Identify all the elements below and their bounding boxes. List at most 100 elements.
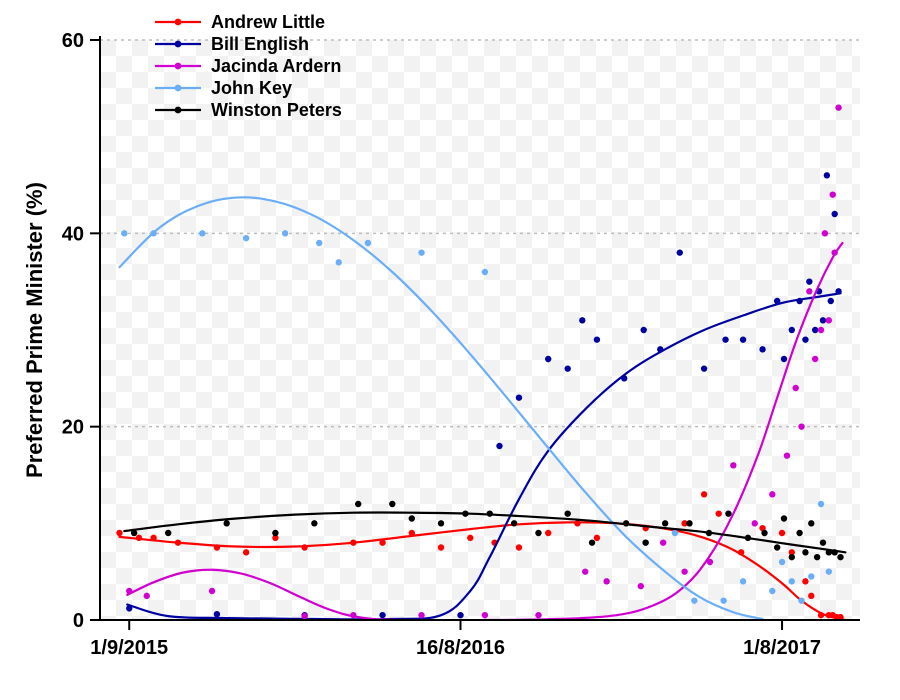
legend-label: Jacinda Ardern	[211, 56, 341, 76]
data-point	[779, 530, 785, 536]
data-point	[796, 530, 802, 536]
data-point	[781, 515, 787, 521]
data-point	[603, 578, 609, 584]
data-point	[199, 230, 205, 236]
data-point	[365, 240, 371, 246]
data-point	[802, 336, 808, 342]
data-point	[535, 530, 541, 536]
data-point	[824, 172, 830, 178]
data-point	[579, 317, 585, 323]
data-point	[165, 530, 171, 536]
data-point	[418, 249, 424, 255]
data-point	[677, 249, 683, 255]
data-point	[779, 559, 785, 565]
y-tick-label: 0	[73, 610, 84, 632]
y-axis-label: Preferred Prime Minister (%)	[22, 182, 47, 478]
data-point	[496, 443, 502, 449]
data-point	[789, 554, 795, 560]
data-point	[642, 539, 648, 545]
data-point	[831, 549, 837, 555]
data-point	[828, 298, 834, 304]
data-point	[457, 612, 463, 618]
data-point	[379, 612, 385, 618]
x-tick-label: 1/9/2015	[90, 637, 168, 659]
data-point	[818, 612, 824, 618]
data-point	[745, 535, 751, 541]
data-point	[798, 597, 804, 603]
data-point	[418, 612, 424, 618]
data-point	[144, 593, 150, 599]
data-point	[126, 588, 132, 594]
data-point	[820, 539, 826, 545]
data-point	[623, 520, 629, 526]
data-point	[214, 544, 220, 550]
data-point	[657, 346, 663, 352]
data-point	[835, 288, 841, 294]
data-point	[826, 549, 832, 555]
data-point	[243, 549, 249, 555]
data-point	[831, 211, 837, 217]
legend-label: John Key	[211, 78, 292, 98]
data-point	[355, 501, 361, 507]
data-point	[740, 578, 746, 584]
data-point	[487, 510, 493, 516]
data-point	[209, 588, 215, 594]
legend-marker	[175, 85, 182, 92]
data-point	[738, 549, 744, 555]
data-point	[784, 452, 790, 458]
data-point	[812, 327, 818, 333]
data-point	[350, 612, 356, 618]
data-point	[806, 278, 812, 284]
data-point	[150, 535, 156, 541]
data-point	[121, 230, 127, 236]
data-point	[175, 539, 181, 545]
data-point	[467, 535, 473, 541]
data-point	[350, 539, 356, 545]
data-point	[781, 356, 787, 362]
data-point	[574, 520, 580, 526]
y-tick-label: 20	[62, 417, 84, 439]
data-point	[516, 394, 522, 400]
data-point	[701, 491, 707, 497]
data-point	[223, 520, 229, 526]
data-point	[131, 530, 137, 536]
data-point	[722, 336, 728, 342]
data-point	[835, 104, 841, 110]
legend-marker	[175, 63, 182, 70]
data-point	[752, 520, 758, 526]
data-point	[802, 549, 808, 555]
pm-preference-chart: 02040601/9/201516/8/20161/8/2017Preferre…	[0, 0, 900, 700]
data-point	[545, 530, 551, 536]
data-point	[774, 298, 780, 304]
data-point	[640, 327, 646, 333]
data-point	[136, 535, 142, 541]
data-point	[769, 588, 775, 594]
data-point	[511, 520, 517, 526]
data-point	[716, 510, 722, 516]
data-point	[379, 539, 385, 545]
data-point	[691, 597, 697, 603]
data-point	[830, 191, 836, 197]
data-point	[761, 530, 767, 536]
data-point	[822, 230, 828, 236]
data-point	[409, 530, 415, 536]
data-point	[438, 520, 444, 526]
data-point	[409, 515, 415, 521]
x-tick-label: 1/8/2017	[743, 637, 821, 659]
data-point	[808, 520, 814, 526]
data-point	[774, 544, 780, 550]
data-point	[769, 491, 775, 497]
data-point	[638, 583, 644, 589]
data-point	[706, 530, 712, 536]
data-point	[389, 501, 395, 507]
data-point	[720, 597, 726, 603]
data-point	[701, 365, 707, 371]
legend-label: Bill English	[211, 34, 309, 54]
data-point	[812, 356, 818, 362]
data-point	[730, 462, 736, 468]
data-point	[535, 612, 541, 618]
chart-svg: 02040601/9/201516/8/20161/8/2017Preferre…	[0, 0, 900, 700]
data-point	[516, 544, 522, 550]
data-point	[150, 230, 156, 236]
data-point	[707, 559, 713, 565]
